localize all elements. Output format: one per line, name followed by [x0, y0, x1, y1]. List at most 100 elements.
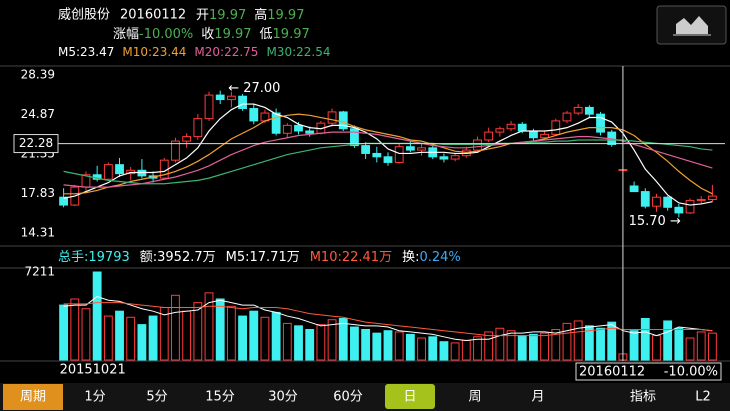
volume-bar: [551, 328, 561, 361]
header-label: 收: [201, 27, 214, 42]
tab[interactable]: 日: [385, 384, 435, 409]
tab-highlight[interactable]: [385, 384, 435, 409]
candle-body: [350, 128, 359, 147]
volume-bar: [484, 331, 494, 361]
header-label: 高: [254, 7, 267, 23]
volume-bar: [540, 332, 550, 361]
volume-bar: [473, 336, 482, 361]
volume-bar: [517, 335, 527, 361]
candle-body: [405, 146, 415, 151]
tab[interactable]: 指标: [630, 390, 656, 405]
tab-label[interactable]: 30分: [268, 390, 298, 405]
volume-bar: [707, 332, 717, 361]
candle-body: [383, 156, 393, 163]
tab[interactable]: 30分: [268, 390, 298, 405]
volume-bar: [338, 318, 348, 361]
volume-legend: 总手:19793 额:3952.7万 M5:17.71万 M10:22.41万 换:0.…: [58, 250, 461, 265]
volume-legend-item: 换:: [402, 250, 419, 265]
y-tick-label: 14.31: [21, 226, 55, 240]
volume-bar: [271, 311, 281, 361]
volume-bar: [640, 318, 650, 361]
candle-body: [551, 120, 561, 135]
ma-line: [63, 103, 713, 206]
stock-name: 威创股份: [58, 8, 110, 23]
ma-legend: M5:23.47 M10:23.44 M20:22.75 M30:22.54: [58, 45, 330, 59]
volume-bar: [115, 310, 124, 361]
tab-label[interactable]: 周期: [20, 390, 46, 405]
volume-bar: [405, 333, 415, 361]
tab-highlight[interactable]: [3, 384, 63, 410]
volume-bar: [327, 319, 337, 361]
candle-body: [103, 164, 113, 180]
candle-body: [573, 106, 583, 114]
candle-body: [450, 155, 460, 160]
crosshair-label: 22.28: [19, 136, 53, 150]
tab-label[interactable]: 月: [531, 390, 544, 405]
volume-bar: [450, 342, 460, 361]
candle-body: [204, 94, 214, 120]
volume-bar: [584, 325, 594, 361]
tab-label[interactable]: L2: [695, 390, 711, 405]
header-value: -10.00%: [139, 27, 193, 42]
volume-bar: [596, 327, 605, 361]
stock-date: 20160112: [120, 8, 186, 23]
tab-label[interactable]: 5分: [146, 390, 167, 405]
volume-bar: [204, 292, 214, 361]
volume-legend-item: M5:17.71万: [226, 250, 300, 265]
candle-body: [226, 95, 236, 101]
candle-body: [282, 124, 292, 134]
candle-body: [517, 123, 527, 132]
volume-bar: [685, 337, 695, 361]
volume-bar: [305, 328, 315, 361]
volume-bar: [495, 327, 505, 361]
candle-body: [484, 131, 494, 141]
tab[interactable]: 1分: [84, 390, 105, 405]
volume-bar: [652, 335, 661, 361]
tab-label[interactable]: 15分: [205, 390, 235, 405]
tab[interactable]: L2: [695, 390, 711, 405]
tab[interactable]: 周: [468, 390, 481, 405]
tab[interactable]: 月: [531, 390, 544, 405]
candle-body: [215, 94, 225, 101]
volume-ma-line: [63, 295, 713, 341]
header-value: 19.97: [214, 27, 251, 42]
tab[interactable]: 周期: [3, 384, 63, 410]
candle-body: [171, 140, 180, 161]
volume-bar: [674, 327, 684, 361]
header-value: 19.97: [267, 8, 304, 23]
candle-body: [674, 206, 684, 214]
y-tick-label: 28.39: [21, 68, 55, 82]
volume-bar: [506, 330, 516, 361]
tab[interactable]: 5分: [146, 390, 167, 405]
header-value: 19.97: [273, 27, 310, 42]
header-label: 开: [196, 8, 209, 23]
candle-body: [506, 123, 516, 130]
button-icon[interactable]: [676, 16, 708, 34]
header-label: 涨幅: [113, 27, 139, 42]
chart-toggle-button[interactable]: [656, 5, 727, 45]
tab[interactable]: 15分: [205, 390, 235, 405]
tab[interactable]: 60分: [333, 390, 363, 405]
tab-label[interactable]: 1分: [84, 390, 105, 405]
y-tick-label: 24.87: [21, 107, 55, 121]
volume-bar: [92, 271, 102, 361]
max-annotation: ← 27.00: [228, 81, 280, 96]
candle-body: [629, 185, 639, 193]
min-annotation: 15.70 →: [629, 214, 681, 229]
tab-label[interactable]: 日: [403, 390, 416, 405]
candle-body: [417, 147, 426, 151]
candle-body: [193, 118, 203, 138]
candle-body: [529, 130, 538, 139]
ma-legend-item: M30:22.54: [266, 45, 330, 59]
candle-body: [663, 196, 673, 208]
date-label-box: [575, 362, 722, 381]
tab-label[interactable]: 60分: [333, 390, 363, 405]
tab-label[interactable]: 周: [468, 390, 481, 405]
volume-bar: [81, 308, 91, 361]
ma-line: [63, 113, 713, 195]
tab-label[interactable]: 指标: [630, 390, 656, 405]
candle-body: [495, 128, 505, 133]
candle-body: [305, 130, 315, 134]
y-tick-label: 17.83: [21, 186, 55, 200]
volume-bar: [171, 294, 180, 361]
